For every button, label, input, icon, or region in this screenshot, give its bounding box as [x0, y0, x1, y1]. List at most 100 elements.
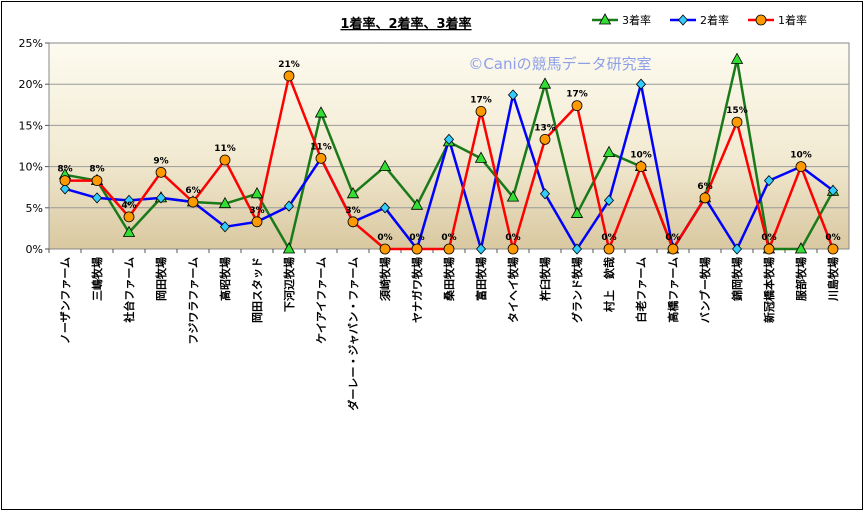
- data-point: [763, 175, 775, 187]
- x-tick-label: 高昭牧場: [218, 257, 232, 301]
- y-tick-label: 10%: [19, 161, 43, 174]
- data-point: [635, 161, 647, 173]
- x-tick-label: 白老ファーム: [634, 257, 648, 323]
- data-point: [219, 221, 231, 233]
- data-label: 0%: [601, 233, 616, 243]
- data-point: [219, 154, 231, 166]
- data-point: [730, 52, 744, 64]
- x-tick-label: ノーザンファーム: [59, 257, 72, 344]
- legend-label: 3着率: [622, 13, 651, 27]
- data-point: [827, 184, 839, 197]
- x-tick-label: フジワラファーム: [187, 257, 200, 345]
- data-point: [443, 243, 455, 255]
- data-point: [410, 198, 424, 210]
- x-tick-label: 服部牧場: [794, 257, 808, 301]
- data-point: [251, 216, 263, 228]
- y-tick-label: 5%: [26, 202, 43, 215]
- data-label: 11%: [214, 144, 236, 154]
- data-point: [539, 134, 551, 145]
- data-label: 0%: [377, 233, 392, 243]
- data-point: [283, 200, 295, 212]
- legend-label: 2着率: [700, 13, 729, 27]
- data-point: [571, 100, 583, 112]
- data-point: [763, 243, 775, 255]
- data-point: [155, 166, 167, 178]
- data-label: 8%: [89, 165, 104, 175]
- x-tick-label: ダーレー・ジャパン・ファーム: [346, 257, 360, 411]
- data-point: [443, 133, 455, 146]
- x-tick-label: 錦岡牧場: [730, 257, 744, 301]
- data-point: [667, 243, 679, 255]
- data-label: 0%: [825, 233, 840, 243]
- data-point: [59, 175, 71, 187]
- data-label: 13%: [534, 123, 556, 133]
- data-point: [250, 186, 264, 199]
- data-point: [677, 14, 689, 26]
- data-point: [571, 243, 583, 255]
- data-label: 15%: [726, 106, 748, 116]
- y-tick-label: 20%: [19, 78, 43, 91]
- data-point: [538, 77, 552, 89]
- data-point: [602, 145, 616, 157]
- watermark-text: ©Caniの競馬データ研究室: [468, 55, 651, 73]
- data-point: [283, 70, 295, 82]
- data-label: 0%: [665, 233, 680, 243]
- data-point: [91, 192, 103, 204]
- data-point: [603, 194, 615, 206]
- data-point: [598, 13, 612, 25]
- data-point: [475, 105, 487, 117]
- data-point: [794, 242, 808, 254]
- data-label: 8%: [57, 165, 72, 175]
- data-label: 6%: [697, 182, 712, 192]
- x-tick-label: 高橋ファーム: [666, 257, 680, 323]
- data-label: 10%: [790, 151, 812, 161]
- data-label: 11%: [310, 142, 332, 152]
- x-tick-label: 村上 欽哉: [602, 257, 616, 312]
- y-tick-label: 25%: [19, 37, 43, 50]
- x-tick-label: 杵臼牧場: [538, 257, 552, 301]
- data-point: [731, 116, 743, 128]
- data-label: 0%: [409, 233, 424, 243]
- data-point: [346, 186, 360, 199]
- x-tick-label: 三嶋牧場: [90, 257, 104, 301]
- data-label: 10%: [630, 151, 652, 161]
- data-point: [91, 175, 103, 187]
- data-point: [123, 211, 135, 223]
- data-point: [59, 183, 71, 195]
- data-label: 6%: [185, 186, 200, 196]
- data-label: 4%: [121, 201, 136, 211]
- x-tick-label: 富田牧場: [474, 257, 488, 301]
- y-axis: 0% 5% 10% 15% 20% 25%: [19, 37, 49, 256]
- x-tick-label: 新冠橋本牧場: [762, 257, 776, 323]
- x-tick-label: 下河辺牧場: [282, 257, 296, 312]
- y-tick-label: 15%: [19, 119, 43, 132]
- series-layer: [58, 52, 840, 255]
- data-point: [155, 192, 167, 204]
- data-label: 21%: [278, 60, 300, 70]
- legend: 3着率 2着率 1着率: [592, 13, 807, 27]
- grid-lines: [49, 83, 849, 209]
- data-label: 0%: [441, 233, 456, 243]
- data-point: [603, 243, 615, 255]
- data-label: 9%: [153, 156, 168, 166]
- x-tick-label: タイヘイ牧場: [506, 257, 520, 323]
- x-tick-label: ヤナガワ牧場: [410, 257, 424, 323]
- data-label: 0%: [505, 233, 520, 243]
- data-point: [474, 151, 488, 163]
- data-point: [187, 196, 199, 208]
- data-point: [570, 206, 584, 218]
- x-tick-label: バンブー牧場: [698, 257, 712, 323]
- x-tick-label: 須崎牧場: [378, 257, 392, 302]
- data-labels: 8% 8% 4% 9% 6% 11% 3% 21% 11% 3% 0% 0% 0% 17% 0% 13% 17%…: [57, 60, 840, 243]
- x-tick-label: ケイアイファーム: [315, 257, 328, 344]
- data-point: [315, 152, 327, 164]
- data-point: [507, 243, 519, 255]
- data-point: [122, 225, 136, 237]
- data-point: [379, 243, 391, 255]
- x-tick-label: 川島牧場: [826, 257, 840, 302]
- data-label: 17%: [470, 95, 492, 105]
- data-label: 3%: [345, 206, 360, 216]
- data-label: 0%: [761, 233, 776, 243]
